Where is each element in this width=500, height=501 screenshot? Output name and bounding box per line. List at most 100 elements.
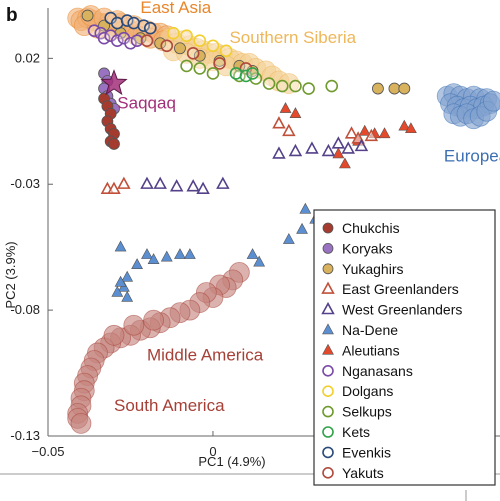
data-point bbox=[140, 176, 154, 189]
data-point bbox=[193, 62, 207, 75]
data-point bbox=[253, 255, 266, 267]
data-point bbox=[378, 127, 391, 139]
legend-label: Aleutians bbox=[342, 342, 400, 358]
data-point bbox=[344, 126, 359, 139]
data-point bbox=[180, 59, 193, 73]
data-point bbox=[143, 309, 164, 331]
data-point bbox=[275, 79, 289, 93]
data-point bbox=[107, 181, 121, 194]
data-point bbox=[331, 136, 346, 149]
annotations-layer: East Asia Southern Siberia Saqqaq Europeans… bbox=[114, 0, 500, 415]
legend-marker bbox=[322, 323, 334, 335]
series-dolgans bbox=[167, 26, 233, 58]
annotation-label: Saqqaq bbox=[117, 94, 176, 113]
series-nganasans bbox=[87, 24, 144, 50]
data-point bbox=[305, 141, 319, 154]
data-point bbox=[239, 69, 253, 83]
data-point bbox=[141, 248, 153, 259]
annotation-label: Middle America bbox=[147, 345, 264, 364]
data-point bbox=[213, 57, 226, 70]
data-point bbox=[364, 128, 379, 142]
y-tick-label: -0.13 bbox=[10, 428, 40, 443]
legend-marker bbox=[322, 242, 334, 254]
data-point bbox=[358, 124, 371, 136]
legend-label: Koryaks bbox=[342, 240, 393, 256]
legend-marker bbox=[322, 343, 334, 355]
data-point bbox=[81, 9, 94, 22]
legend-marker bbox=[322, 263, 334, 275]
data-point bbox=[137, 19, 150, 32]
data-point bbox=[124, 36, 137, 50]
data-point bbox=[70, 413, 92, 434]
legend-marker bbox=[322, 222, 334, 234]
legend-label: West Greenlanders bbox=[342, 302, 462, 318]
data-point bbox=[341, 141, 355, 154]
data-point bbox=[160, 39, 174, 53]
data-point bbox=[117, 176, 131, 189]
y-tick-label: -0.03 bbox=[10, 176, 40, 191]
data-point bbox=[398, 82, 411, 95]
data-point bbox=[282, 123, 296, 137]
panel-label: b bbox=[6, 5, 18, 26]
data-point bbox=[262, 77, 276, 90]
data-point bbox=[114, 240, 127, 252]
legend-label: Selkups bbox=[342, 404, 392, 420]
data-point bbox=[147, 253, 160, 264]
annotation-label: Southern Siberia bbox=[229, 28, 356, 47]
data-point bbox=[332, 147, 345, 159]
data-point bbox=[121, 290, 134, 302]
legend-marker bbox=[322, 426, 334, 438]
x-tick-label: 0 bbox=[209, 444, 216, 459]
series-evenkis bbox=[104, 11, 157, 35]
annotation-label: Europeans bbox=[444, 147, 500, 166]
data-point bbox=[299, 202, 312, 214]
legend-label: Na-Dene bbox=[342, 322, 398, 338]
legend-label: Evenkis bbox=[342, 444, 391, 460]
y-axis-label: PC2 (3.9%) bbox=[3, 241, 18, 308]
data-point bbox=[325, 79, 339, 93]
legend-marker bbox=[322, 364, 334, 377]
data-point bbox=[120, 14, 134, 27]
data-point bbox=[272, 116, 286, 129]
data-point bbox=[302, 82, 315, 95]
legend-label: Kets bbox=[342, 424, 370, 440]
data-point bbox=[153, 176, 167, 189]
data-point bbox=[87, 24, 101, 37]
x-axis-label: PC1 (4.9%) bbox=[198, 454, 265, 469]
data-point bbox=[131, 258, 143, 270]
series-americas bbox=[67, 261, 250, 434]
data-point bbox=[321, 143, 336, 157]
x-tick-label: −0.05 bbox=[32, 444, 65, 459]
data-point bbox=[174, 248, 186, 259]
data-point bbox=[246, 67, 259, 80]
saqqaq-star-marker bbox=[100, 69, 128, 96]
data-point bbox=[180, 29, 193, 42]
y-tick-label: -0.08 bbox=[10, 302, 40, 317]
data-point bbox=[272, 146, 286, 159]
data-point bbox=[123, 314, 145, 336]
data-point bbox=[405, 122, 417, 134]
data-point bbox=[206, 67, 220, 80]
data-point bbox=[160, 250, 173, 262]
data-point bbox=[111, 285, 124, 297]
data-point bbox=[398, 119, 411, 131]
series-chukchis bbox=[98, 92, 120, 150]
data-point bbox=[110, 34, 124, 48]
y-tick-label: 0.02 bbox=[15, 50, 40, 65]
data-point bbox=[174, 42, 186, 55]
data-point bbox=[388, 82, 401, 95]
data-point bbox=[219, 44, 233, 58]
data-point bbox=[121, 270, 134, 282]
data-point bbox=[296, 222, 308, 234]
data-point bbox=[372, 82, 384, 95]
legend-label: Nganasans bbox=[342, 363, 413, 379]
series-kets bbox=[229, 67, 259, 83]
annotation-label: East Asia bbox=[140, 0, 211, 17]
data-point bbox=[193, 34, 207, 48]
data-point bbox=[278, 73, 300, 94]
legend-box bbox=[313, 209, 496, 486]
legend-marker bbox=[322, 405, 334, 418]
legend-marker bbox=[321, 281, 335, 294]
data-point bbox=[354, 138, 369, 152]
